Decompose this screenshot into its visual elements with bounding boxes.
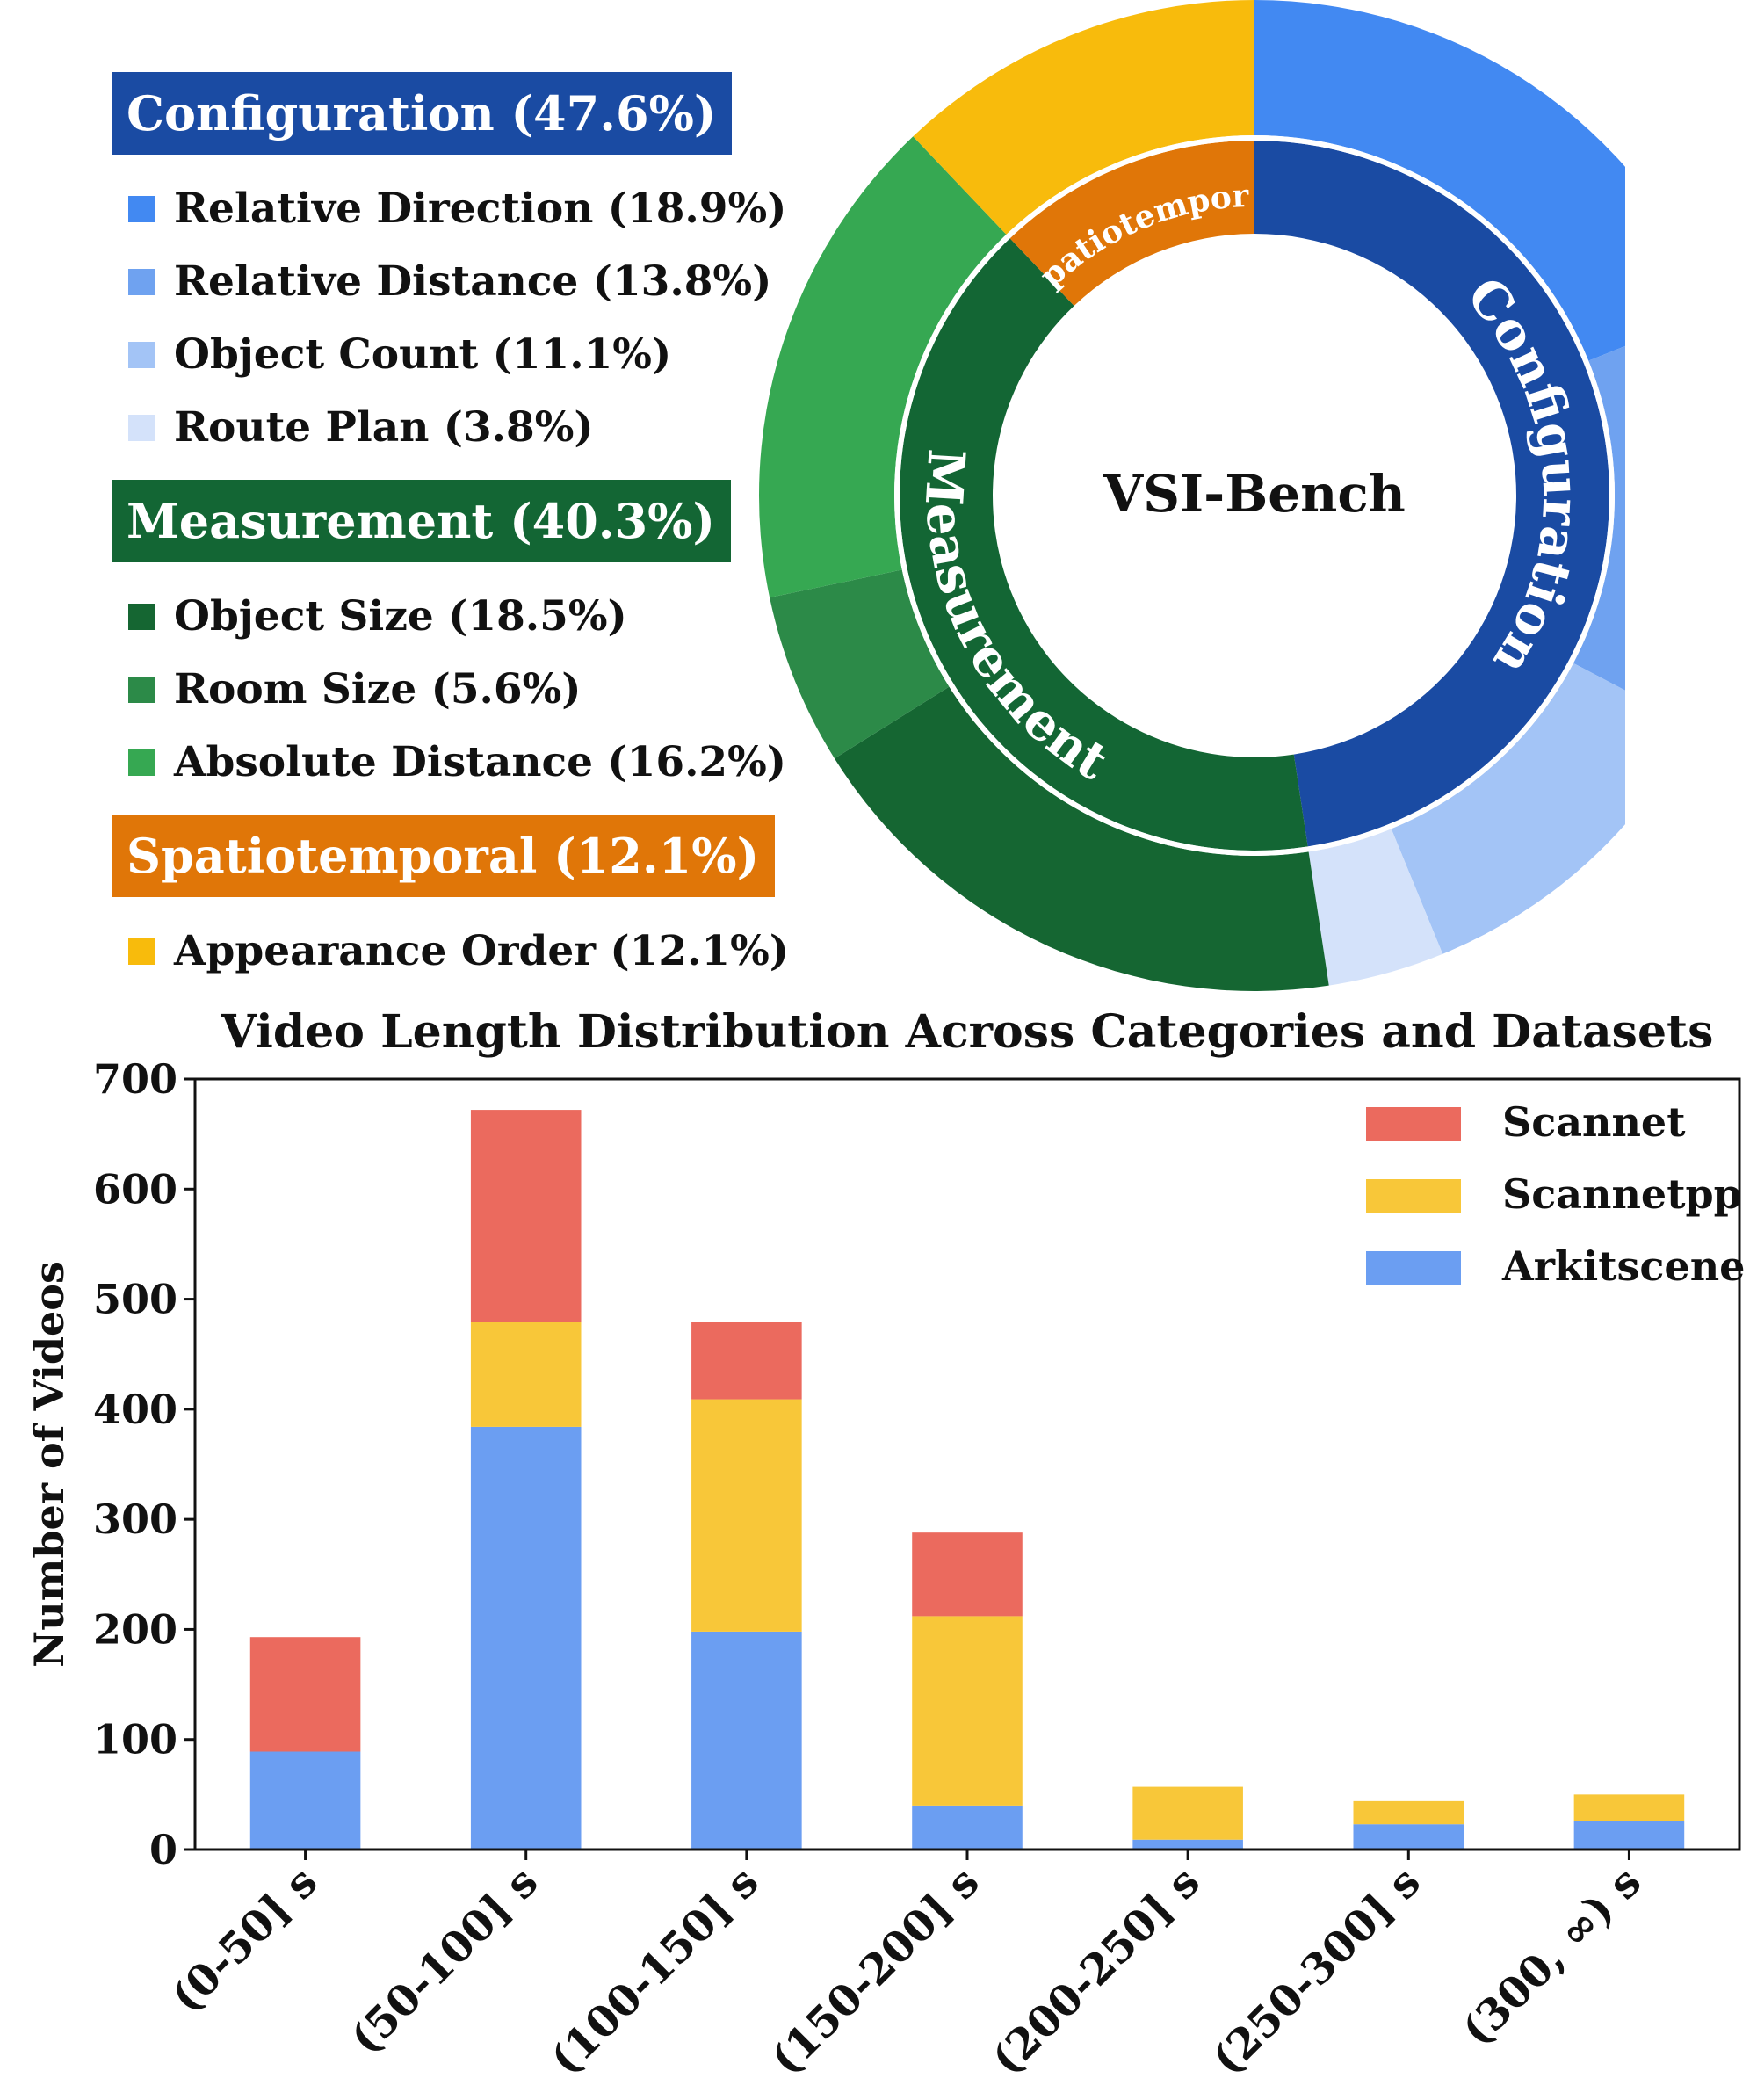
legend-item-relative-direction: Relative Direction (18.9%) <box>112 172 786 245</box>
y-tick-label: 200 <box>93 1605 177 1653</box>
legend-item-appearance-order: Appearance Order (12.1%) <box>112 915 789 988</box>
legend-item-label: Object Count (11.1%) <box>174 330 672 379</box>
y-tick-label: 300 <box>93 1495 177 1543</box>
legend-item-label: Object Size (18.5%) <box>174 592 627 641</box>
legend-group-spatiotemporal: Spatiotemporal (12.1%) Appearance Order (… <box>112 815 789 988</box>
outer-slice-absolute-distance <box>759 136 1007 598</box>
legend-item-object-count: Object Count (11.1%) <box>112 318 780 391</box>
bar-arkitscene-4 <box>1132 1839 1243 1850</box>
x-tick-label: (50-100] s <box>341 1857 547 2064</box>
bar-arkitscene-2 <box>691 1631 802 1850</box>
legend-label-arkitscene: Arkitscene <box>1501 1242 1745 1290</box>
outer-slice-relative-distance <box>1573 345 1625 691</box>
category-header-spatiotemporal: Spatiotemporal (12.1%) <box>112 815 776 897</box>
inner-slice-measurement <box>900 238 1308 851</box>
y-tick-label: 400 <box>93 1386 177 1433</box>
bar-scannetpp-4 <box>1132 1786 1243 1840</box>
video-length-bar-chart: Video Length Distribution Across Categor… <box>25 1005 1745 2084</box>
outer-slice-appearance-order <box>913 0 1254 235</box>
bar-scannetpp-6 <box>1573 1794 1685 1821</box>
y-tick-label: 100 <box>93 1716 177 1763</box>
legend-item-absolute-distance: Absolute Distance (16.2%) <box>112 726 786 799</box>
legend-group-configuration: Configuration (47.6%) Relative Direction … <box>112 72 786 464</box>
legend-item-room-size: Room Size (5.6%) <box>112 653 780 726</box>
inner-slice-spatiotemporal <box>1009 141 1254 307</box>
bar-chart-title: Video Length Distribution Across Categor… <box>221 1005 1714 1059</box>
legend-swatch <box>128 268 155 295</box>
x-tick-label: (150-200] s <box>762 1857 988 2084</box>
category-header-measurement: Measurement (40.3%) <box>112 480 732 562</box>
legend-swatch-arkitscene <box>1366 1251 1461 1285</box>
y-tick-label: 500 <box>93 1276 177 1323</box>
x-tick-label: (250-300] s <box>1203 1857 1429 2084</box>
bar-scannetpp-3 <box>912 1616 1023 1806</box>
legend-swatch-scannetpp <box>1366 1179 1461 1213</box>
bar-scannetpp-1 <box>470 1322 582 1427</box>
y-tick-label: 600 <box>93 1165 177 1213</box>
y-tick-label: 700 <box>93 1055 177 1103</box>
category-header-configuration: Configuration (47.6%) <box>112 72 733 155</box>
legend-item-label: Room Size (5.6%) <box>174 665 582 713</box>
legend-swatch <box>128 676 155 703</box>
legend-swatch <box>128 938 155 965</box>
legend-swatch <box>128 195 155 222</box>
legend-label-scannetpp: Scannetpp <box>1502 1170 1742 1218</box>
y-tick-label: 0 <box>149 1826 177 1873</box>
legend-item-label: Absolute Distance (16.2%) <box>174 738 787 786</box>
outer-slice-relative-direction <box>1254 0 1625 361</box>
bar-scannet-2 <box>691 1322 802 1400</box>
bar-scannet-3 <box>912 1532 1023 1617</box>
outer-slice-route-plan <box>1308 829 1443 986</box>
legend-item-label: Appearance Order (12.1%) <box>174 927 790 975</box>
bar-scannet-0 <box>249 1637 361 1752</box>
bar-arkitscene-3 <box>912 1805 1023 1850</box>
x-tick-label: (0-50] s <box>162 1857 327 2023</box>
legend-item-label: Route Plan (3.8%) <box>174 403 594 452</box>
x-tick-label: (100-150] s <box>541 1857 768 2084</box>
ring-separator <box>894 135 1615 856</box>
legend-swatch-scannet <box>1366 1107 1461 1141</box>
bar-arkitscene-1 <box>470 1426 582 1850</box>
x-tick-label: (300, ∞) s <box>1453 1857 1651 2055</box>
inner-slice-configuration <box>1254 141 1609 847</box>
outer-slice-object-count <box>1391 663 1625 954</box>
legend-label-scannet: Scannet <box>1502 1098 1686 1146</box>
legend-item-label: Relative Distance (13.8%) <box>174 257 772 306</box>
bar-arkitscene-0 <box>249 1751 361 1850</box>
legend-item-label: Relative Direction (18.9%) <box>174 185 787 233</box>
outer-slice-room-size <box>770 569 950 759</box>
bar-arkitscene-6 <box>1573 1821 1685 1850</box>
legend-item-object-size: Object Size (18.5%) <box>112 580 780 653</box>
donut-center-title: VSI-Bench <box>1103 464 1406 524</box>
legend-swatch <box>128 341 155 368</box>
vsi-bench-donut-chart: ConfigurationMeasurementSpatiotemporalVS… <box>747 0 1625 991</box>
outer-slice-object-size <box>834 686 1329 991</box>
legend-group-measurement: Measurement (40.3%) Object Size (18.5%) Ro… <box>112 480 786 799</box>
bar-scannetpp-2 <box>691 1399 802 1632</box>
plot-frame <box>193 1077 1741 1851</box>
legend-swatch <box>128 414 155 441</box>
category-legend: Configuration (47.6%) Relative Direction … <box>112 72 789 988</box>
legend-swatch <box>128 603 155 630</box>
bar-scannet-1 <box>470 1110 582 1322</box>
bar-arkitscene-5 <box>1353 1824 1464 1850</box>
x-tick-label: (200-250] s <box>982 1857 1209 2084</box>
bar-scannetpp-5 <box>1353 1800 1464 1825</box>
legend-swatch <box>128 749 155 776</box>
y-axis-label: Number of Videos <box>25 1261 73 1668</box>
legend-item-route-plan: Route Plan (3.8%) <box>112 391 780 464</box>
legend-item-relative-distance: Relative Distance (13.8%) <box>112 245 780 318</box>
